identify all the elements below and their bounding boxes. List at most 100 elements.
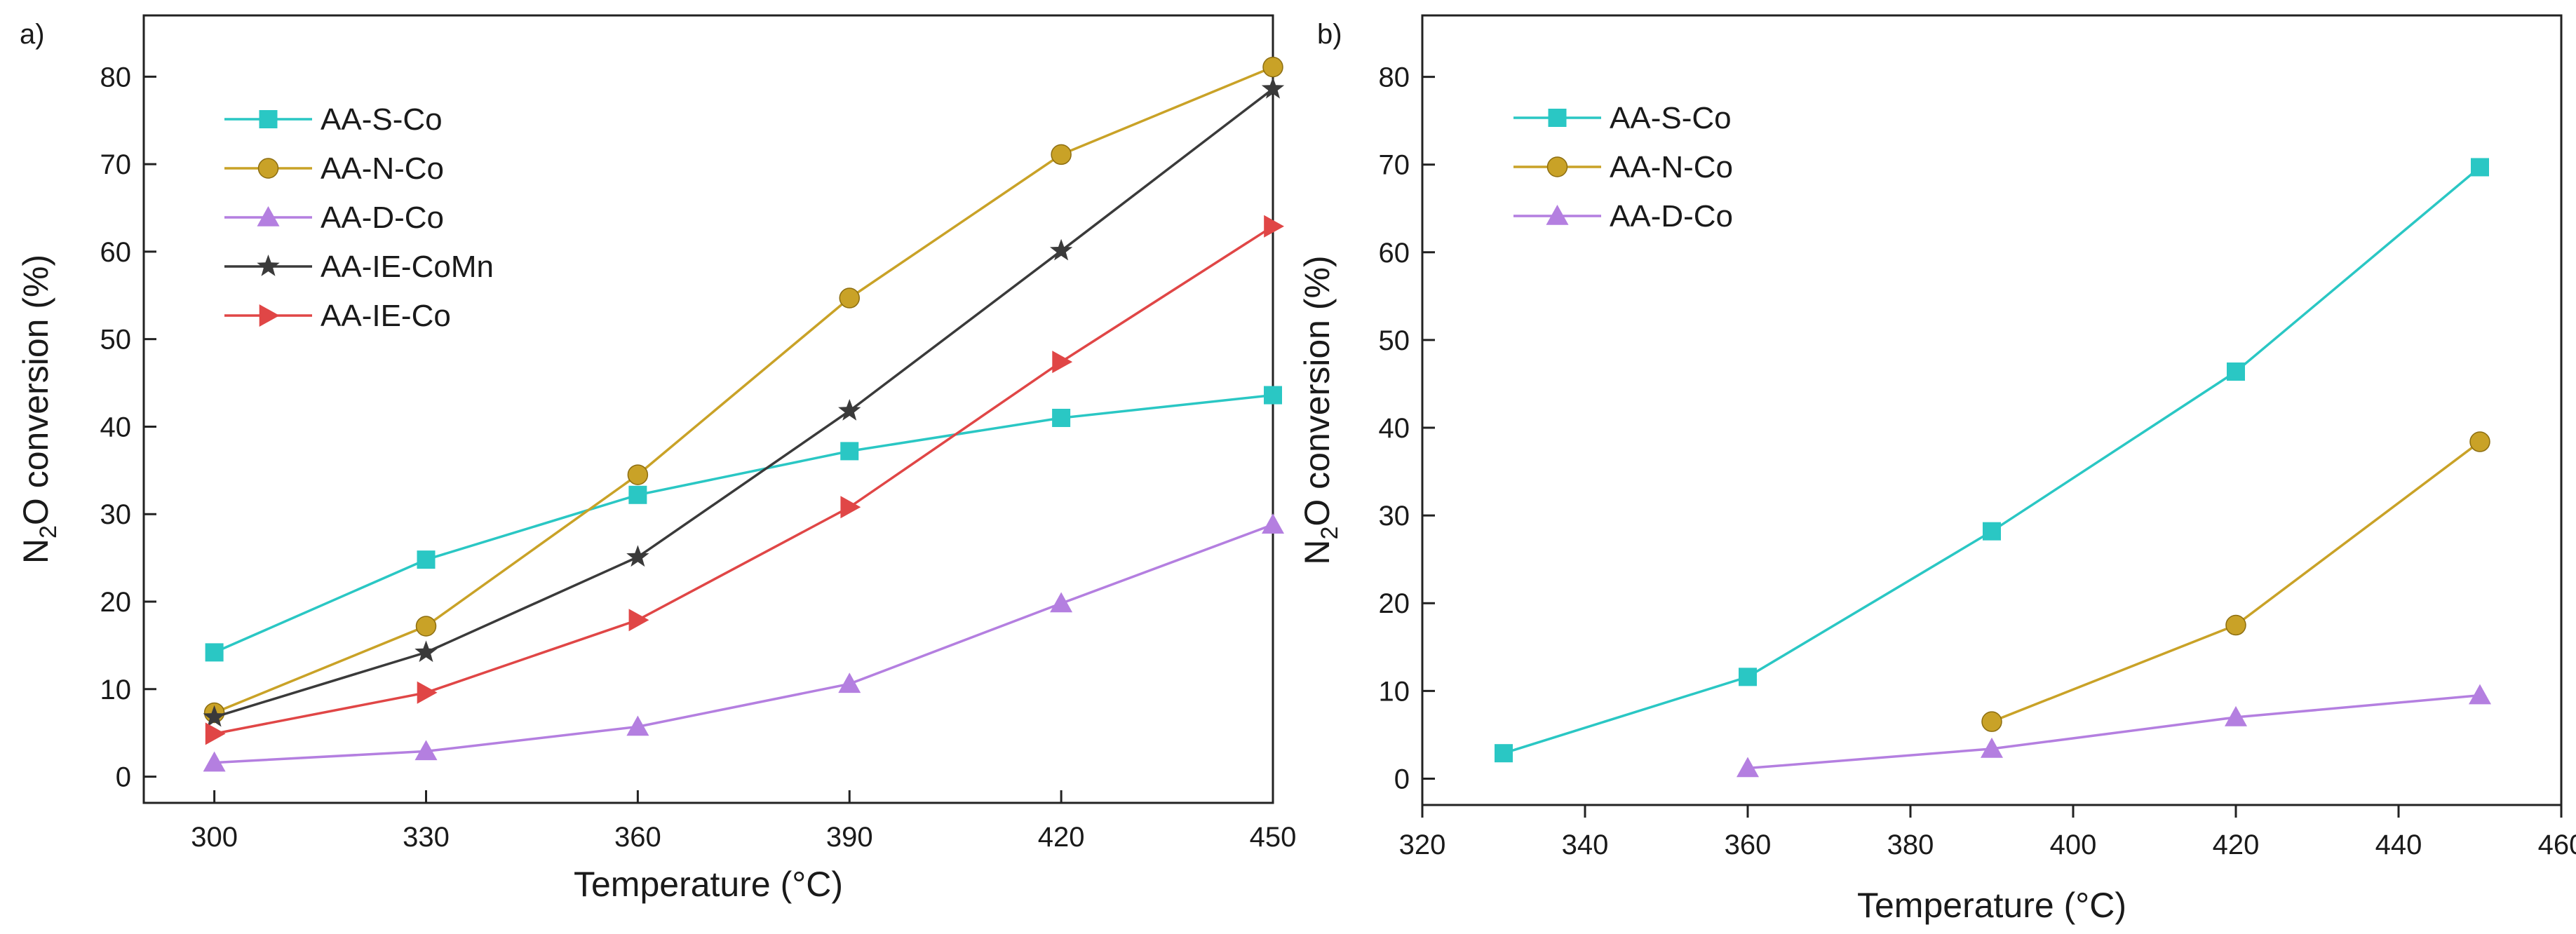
series-aa-ie-co	[205, 215, 1284, 745]
data-point	[1264, 215, 1284, 238]
series-line	[213, 65, 1274, 715]
series-line	[214, 225, 1274, 736]
y-axis-title-part: N	[1297, 540, 1337, 565]
x-tick-label: 340	[1562, 830, 1609, 860]
data-point	[838, 399, 861, 421]
y-tick-label: 80	[1379, 62, 1410, 93]
data-point	[1052, 351, 1073, 374]
y-tick-label: 30	[100, 499, 132, 530]
legend-label: AA-S-Co	[1610, 101, 1732, 135]
x-tick-label: 420	[1038, 822, 1085, 853]
data-point	[1262, 56, 1283, 78]
series-line	[214, 88, 1274, 719]
legend-label: AA-D-Co	[1610, 199, 1733, 234]
data-point	[1739, 668, 1757, 686]
x-tick-label: 400	[2050, 830, 2097, 860]
chart-panel-a: 0 10 20 30 40 50 60 70 80 300 330 360 390 420 450 a) Tem…	[16, 14, 1297, 904]
legend-label: AA-D-Co	[321, 201, 444, 235]
y-axis-title-part: N	[16, 539, 55, 564]
y-tick-label: 30	[1379, 501, 1410, 532]
data-point	[205, 643, 224, 662]
y-axis-title-subscript: 2	[1316, 527, 1343, 540]
series-aa-d-co	[203, 513, 1284, 772]
legend-marker	[1546, 205, 1569, 225]
plot-frame	[1421, 14, 2563, 806]
data-point	[840, 496, 861, 519]
data-point	[628, 485, 647, 504]
x-tick-label: 360	[614, 822, 661, 853]
legend-marker	[1548, 109, 1567, 127]
x-tick-label: 460	[2538, 830, 2576, 860]
data-point	[205, 722, 226, 745]
legend-label: AA-N-Co	[321, 151, 444, 186]
y-tick-label: 50	[100, 325, 132, 356]
data-point	[203, 705, 226, 727]
x-tick-label: 320	[1399, 830, 1446, 860]
series-line	[1503, 166, 2481, 754]
data-point	[1050, 238, 1073, 261]
data-point	[1983, 522, 2001, 541]
data-point	[628, 609, 649, 632]
legend-label: AA-N-Co	[1610, 150, 1733, 184]
legend-label: AA-IE-Co	[321, 299, 451, 333]
series-line	[1747, 693, 2481, 770]
y-tick-label: 0	[116, 762, 131, 793]
data-point	[1262, 513, 1284, 534]
series-aa-s-co	[1495, 158, 2489, 763]
legend-marker	[259, 304, 280, 327]
data-point	[417, 681, 438, 704]
y-tick-label: 0	[1394, 764, 1410, 794]
legend: AA-S-Co AA-N-Co AA-D-Co AA-IE-CoMn AA-IE-Co	[224, 102, 494, 333]
data-point	[417, 550, 436, 569]
x-tick-label: 300	[191, 822, 238, 853]
plot-frame	[142, 14, 1274, 804]
data-point	[1981, 737, 2003, 758]
data-point	[1264, 386, 1282, 405]
y-axis-title-part: O conversion (%)	[1297, 255, 1337, 526]
legend-label: AA-IE-CoMn	[321, 250, 494, 284]
data-point	[2225, 614, 2246, 636]
data-point	[2227, 362, 2245, 381]
legend-marker	[257, 255, 280, 276]
series-aa-d-co	[1737, 684, 2491, 778]
series-aa-n-co	[1981, 431, 2490, 732]
data-point	[2471, 158, 2489, 177]
series-aa-s-co	[205, 386, 1282, 662]
x-axis-title: Temperature (°C)	[574, 865, 843, 904]
data-point	[839, 287, 860, 309]
y-axis-title: N2O conversion (%)	[1297, 255, 1343, 564]
data-point	[1052, 408, 1071, 427]
x-tick-label: 420	[2213, 830, 2260, 860]
data-point	[1261, 76, 1285, 99]
y-tick-label: 80	[100, 62, 132, 93]
legend-label: AA-S-Co	[321, 102, 443, 137]
y-tick-label: 40	[1379, 413, 1410, 444]
x-axis-title: Temperature (°C)	[1857, 886, 2126, 925]
data-point	[2469, 684, 2491, 705]
y-tick-label: 60	[100, 237, 132, 268]
data-point	[840, 442, 859, 461]
data-point	[1981, 711, 2002, 732]
y-axis-title-subscript: 2	[35, 525, 62, 539]
y-tick-label: 70	[100, 149, 132, 180]
y-tick-label: 50	[1379, 325, 1410, 356]
y-tick-label: 20	[1379, 588, 1410, 619]
data-point	[415, 616, 437, 637]
chart-panel-b: 0 10 20 30 40 50 60 70 80 320 340 360 380 400 420 440 46…	[1297, 14, 2576, 925]
data-point	[1737, 757, 1759, 778]
x-tick-label: 450	[1250, 822, 1297, 853]
x-tick-label: 330	[403, 822, 450, 853]
y-axis-title-part: O conversion (%)	[16, 255, 55, 525]
x-tick-label: 360	[1725, 830, 1772, 860]
panel-label: a)	[20, 19, 45, 50]
y-tick-label: 70	[1379, 150, 1410, 181]
series-line	[213, 393, 1274, 654]
series-line	[214, 523, 1274, 764]
y-tick-label: 40	[100, 412, 132, 442]
data-point	[414, 740, 438, 761]
data-point	[626, 715, 649, 736]
legend-marker	[1546, 156, 1568, 177]
series-aa-ie-comn	[203, 76, 1285, 727]
data-point	[414, 640, 438, 663]
